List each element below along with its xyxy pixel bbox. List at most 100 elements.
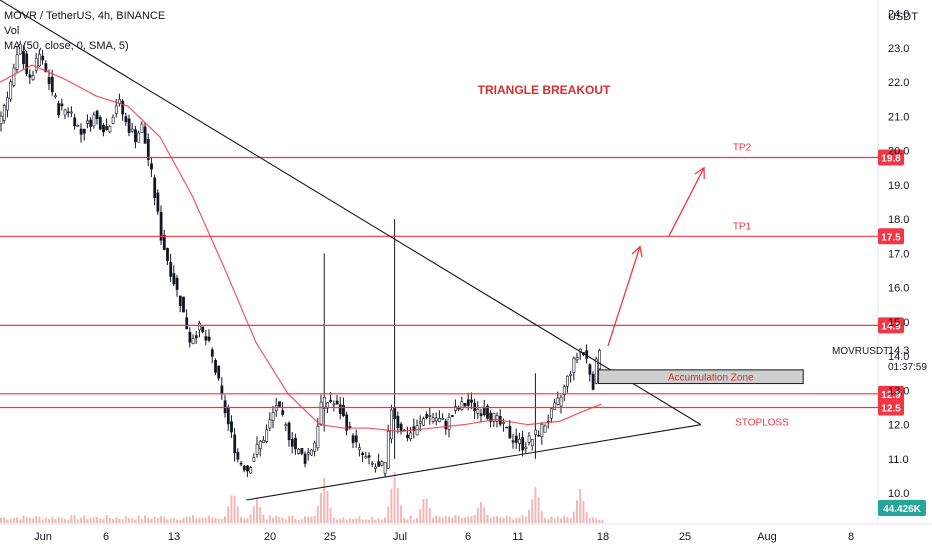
volume-bar	[598, 519, 601, 523]
target-arrow-shaft-1	[607, 246, 641, 347]
candle-body	[290, 439, 294, 447]
candle-body	[249, 467, 253, 474]
candle-body	[201, 326, 205, 333]
candle-body	[233, 434, 237, 454]
volume-bar	[358, 516, 361, 523]
candle-body	[60, 103, 64, 107]
symbol-legend[interactable]: MOVR / TetherUS, 4h, BINANCE	[4, 10, 166, 22]
candle-body	[348, 426, 352, 428]
level-value-stoploss: 12.5	[881, 404, 901, 415]
candle-body	[540, 423, 544, 438]
candle-body	[41, 55, 45, 61]
candle-body	[460, 401, 464, 410]
candle-body	[508, 425, 512, 439]
volume-bar	[460, 517, 463, 523]
candle-body	[92, 114, 96, 127]
volume-bar	[294, 518, 297, 523]
volume-bar	[364, 519, 367, 523]
volume-bar	[275, 515, 278, 523]
candle-body	[44, 63, 48, 73]
volume-bar	[28, 517, 31, 523]
candle-body	[57, 103, 61, 116]
candle-body	[255, 444, 259, 455]
volume-bar	[566, 517, 569, 523]
volume-bar	[32, 518, 34, 523]
volume-bar	[6, 519, 9, 523]
volume-bar	[563, 515, 566, 523]
candle-body	[559, 396, 563, 407]
candle-body	[191, 338, 195, 344]
volume-legend[interactable]: Vol	[4, 25, 20, 37]
volume-bar	[3, 517, 6, 523]
candle-body	[281, 410, 285, 415]
volume-bar	[512, 519, 514, 523]
candle-body	[598, 350, 601, 370]
candle-body	[178, 295, 182, 307]
candle-body	[569, 373, 573, 376]
candle-body	[550, 408, 553, 419]
volume-bar	[467, 516, 470, 523]
candle-body	[527, 435, 531, 443]
volume-bar	[102, 519, 105, 523]
candle-body	[102, 125, 105, 133]
volume-bar	[384, 517, 386, 523]
volume-bar	[233, 495, 236, 523]
candle-body	[6, 97, 9, 111]
volume-bar	[144, 515, 146, 523]
y-tick-label: 21.0	[888, 111, 909, 123]
volume-bar	[528, 509, 530, 523]
volume-bar	[377, 517, 380, 523]
candle-body	[214, 360, 217, 373]
candle-body	[562, 386, 566, 396]
volume-bar	[80, 517, 82, 523]
volume-bar	[89, 517, 92, 523]
volume-bar	[41, 519, 44, 523]
candle-body	[210, 349, 214, 357]
candle-body	[146, 138, 150, 160]
volume-bar	[12, 517, 15, 523]
candle-body	[335, 400, 339, 405]
volume-bar	[188, 516, 191, 523]
volume-bar	[454, 515, 457, 523]
ma-line	[0, 64, 602, 433]
volume-bar	[281, 517, 284, 523]
candle-body	[370, 462, 374, 465]
candle-body	[25, 53, 29, 74]
candle-body	[185, 317, 189, 330]
candle-body	[262, 439, 265, 443]
ma-legend[interactable]: MA (50, close, 0, SMA, 5)	[4, 40, 129, 52]
volume-bar	[220, 518, 223, 523]
candle-body	[156, 192, 160, 212]
candle-body	[377, 461, 381, 467]
candle-body	[396, 415, 400, 429]
candle-body	[63, 109, 67, 116]
level-badge-TP1	[878, 228, 904, 245]
candle-body	[556, 397, 560, 405]
candle-body	[127, 118, 131, 133]
volume-bar	[51, 516, 54, 523]
candle-body	[476, 408, 480, 414]
volume-bar	[176, 519, 178, 523]
volume-bar	[531, 499, 534, 523]
candle-body	[338, 404, 342, 414]
candle-body	[489, 412, 493, 422]
volume-bar	[19, 519, 22, 523]
candle-body	[393, 407, 397, 420]
volume-bar	[582, 500, 585, 523]
volume-bar	[374, 519, 377, 523]
volume-badge	[878, 500, 926, 516]
candle-body	[521, 437, 525, 451]
volume-bar	[432, 517, 434, 523]
volume-bar	[35, 516, 38, 523]
candle-body	[12, 67, 16, 86]
volume-bar	[492, 516, 495, 523]
volume-bar	[355, 518, 358, 523]
level-note-TP1: TP1	[733, 221, 752, 232]
candle-body	[492, 412, 496, 422]
volume-bar	[601, 519, 604, 523]
volume-bar	[169, 518, 172, 523]
volume-bar	[67, 519, 70, 523]
volume-bar	[128, 518, 130, 523]
